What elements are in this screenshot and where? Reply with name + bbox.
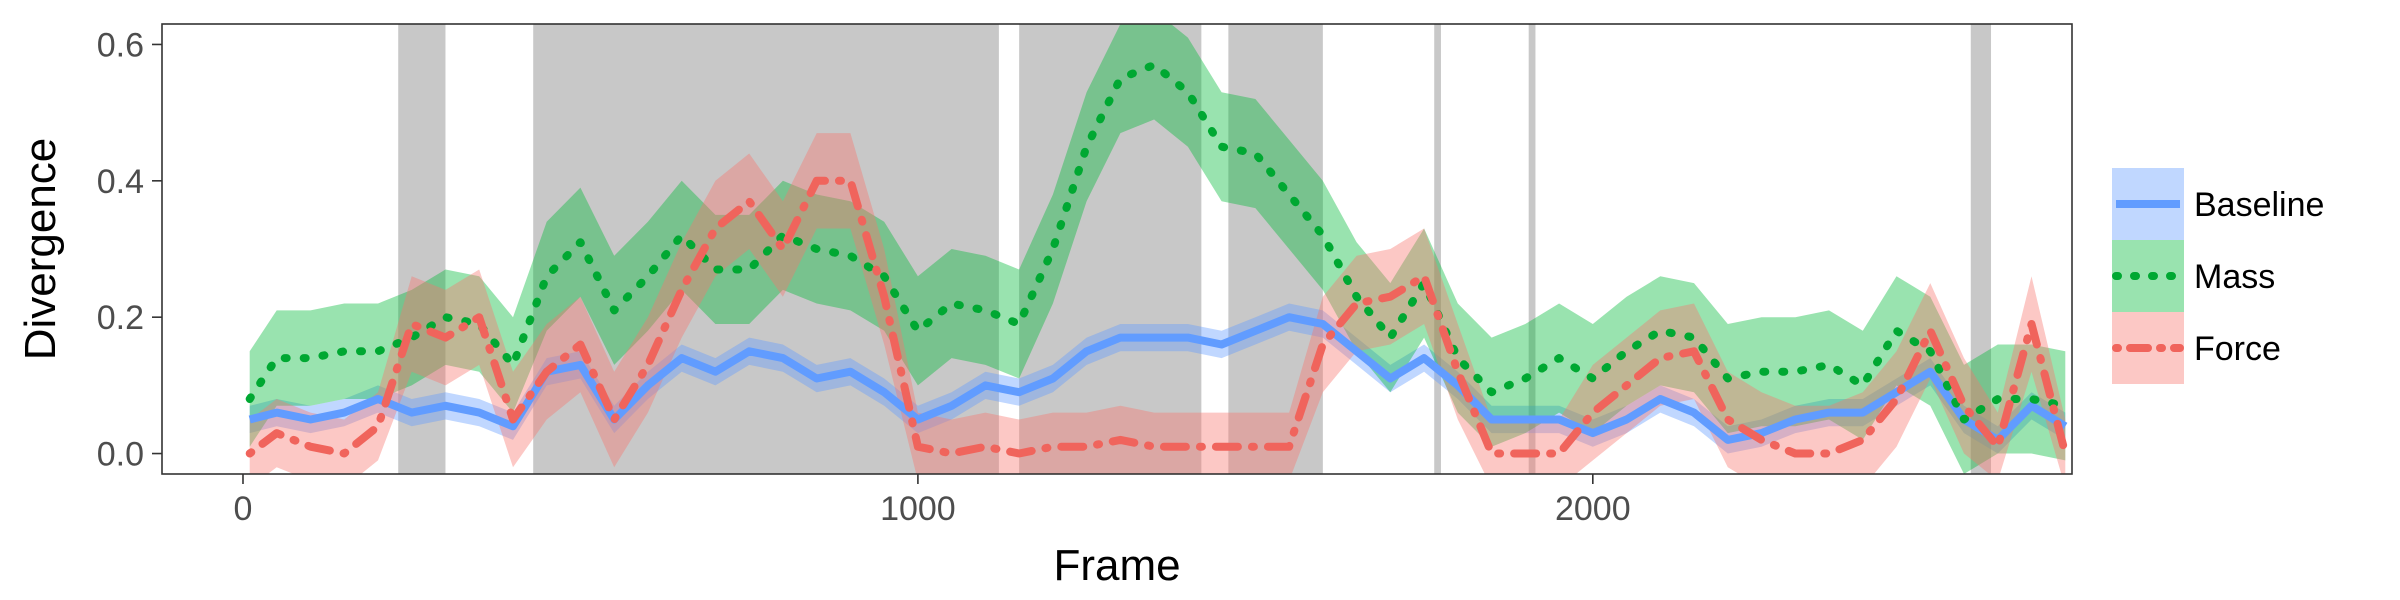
y-tick-label: 0.2 bbox=[97, 299, 144, 337]
series-lines bbox=[245, 60, 2070, 458]
legend-label-baseline: Baseline bbox=[2194, 186, 2324, 224]
x-tick-label: 1000 bbox=[880, 490, 956, 528]
legend-label-force: Force bbox=[2194, 330, 2281, 368]
plot-panel-border bbox=[161, 23, 2073, 475]
band-mass bbox=[249, 24, 2066, 474]
shaded-region bbox=[1528, 24, 1536, 474]
band-force bbox=[249, 133, 2066, 474]
shaded-region bbox=[1434, 24, 1441, 474]
y-tick-label: 0.4 bbox=[97, 163, 144, 201]
shaded-region bbox=[1970, 24, 1992, 474]
y-tick-label: 0.6 bbox=[97, 26, 144, 64]
x-tick-label: 2000 bbox=[1555, 490, 1631, 528]
line-mass bbox=[245, 60, 2070, 424]
legend-label-mass: Mass bbox=[2194, 258, 2275, 296]
y-axis: 0.0 0.2 0.4 0.6 bbox=[97, 26, 162, 474]
y-axis-title: Divergence bbox=[16, 138, 65, 361]
band-baseline bbox=[249, 303, 2066, 454]
x-axis-title: Frame bbox=[1053, 541, 1180, 590]
legend: Baseline Mass Force bbox=[2112, 168, 2324, 384]
y-tick-label: 0.0 bbox=[97, 436, 144, 474]
line-force bbox=[245, 176, 2070, 458]
confidence-bands bbox=[249, 24, 2066, 474]
shaded-region bbox=[398, 24, 446, 474]
x-axis: 0 1000 2000 bbox=[234, 474, 1631, 528]
x-tick-label: 0 bbox=[234, 490, 253, 528]
